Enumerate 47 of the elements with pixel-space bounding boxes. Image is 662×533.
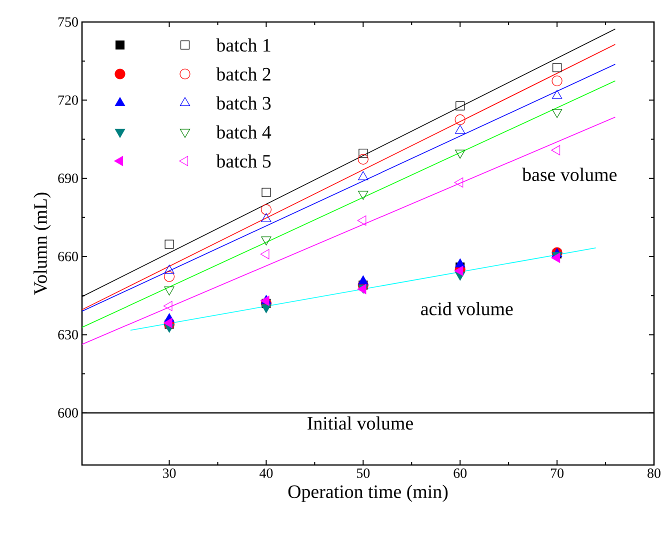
y-tick-label: 630 <box>58 330 78 340</box>
x-tick-label: 30 <box>162 468 176 478</box>
legend-label: batch 5 <box>216 154 271 168</box>
y-tick-label: 600 <box>58 408 78 418</box>
point <box>358 154 368 165</box>
point <box>164 240 174 249</box>
y-axis-title: Volumn (mL) <box>34 192 51 295</box>
point <box>261 213 272 222</box>
point <box>357 215 366 226</box>
y-tick-label: 660 <box>58 252 78 262</box>
x-tick-label: 60 <box>454 468 467 478</box>
y-tick-label: 720 <box>58 95 78 105</box>
point <box>164 264 174 274</box>
x-axis-title: Operation time (min) <box>288 484 448 502</box>
x-tick-label: 80 <box>648 468 660 478</box>
point <box>454 177 464 188</box>
point <box>455 258 466 268</box>
legend-label: batch 2 <box>216 67 270 81</box>
point <box>551 145 560 156</box>
point <box>261 236 272 246</box>
point <box>358 171 368 180</box>
legend-label: batch 1 <box>216 38 270 52</box>
x-tick-label: 70 <box>551 468 564 478</box>
point <box>164 286 174 296</box>
point <box>456 101 465 110</box>
x-tick-label: 50 <box>356 468 370 478</box>
annotation: base volume <box>522 168 617 182</box>
point <box>262 188 271 197</box>
y-tick-label: 690 <box>58 174 78 184</box>
point <box>454 114 466 126</box>
ref-line-label: Initial volume <box>308 416 413 430</box>
point <box>358 190 368 200</box>
point <box>552 90 562 99</box>
annotation: acid volume <box>421 302 513 316</box>
point <box>261 304 272 314</box>
point <box>260 204 272 215</box>
point <box>552 63 562 72</box>
point <box>163 300 172 312</box>
point <box>358 148 368 158</box>
legend-label: batch 4 <box>216 125 272 139</box>
point <box>552 76 562 86</box>
point <box>455 124 466 134</box>
point <box>164 271 175 282</box>
x-tick-label: 40 <box>260 468 273 478</box>
y-tick-label: 750 <box>58 17 78 27</box>
point <box>260 249 270 260</box>
legend-label: batch 3 <box>216 96 271 110</box>
